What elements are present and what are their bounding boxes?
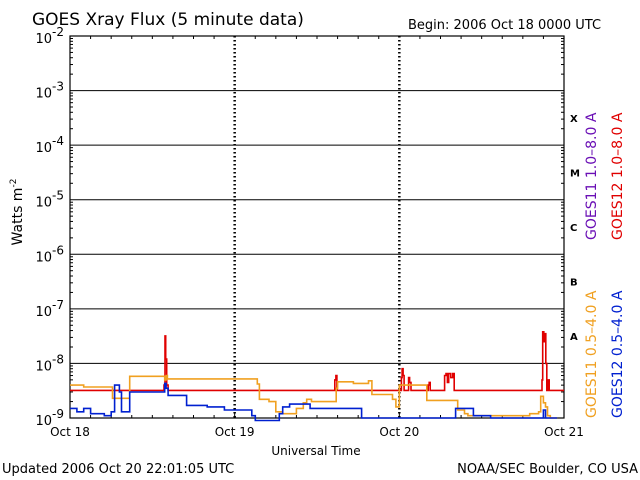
legend-entry: GOES12 1.0–8.0 A [610,112,626,240]
y-tick-base: 10 [35,141,52,156]
y-tick-label: 10-7 [35,298,64,320]
flare-class-label: C [570,223,577,234]
y-tick-label: 10-6 [35,243,64,265]
legend-label: GOES11 1.0–8.0 A [584,112,600,240]
y-tick-base: 10 [35,196,52,211]
svg-text:Watts m-2: Watts m-2 [9,179,26,246]
x-tick-label: Oct 19 [215,425,255,439]
y-tick-exponent: -6 [52,243,64,257]
x-tick-label: Oct 20 [379,425,419,439]
series-line [70,382,558,422]
y-tick-base: 10 [35,250,52,265]
y-tick-exponent: -5 [52,189,64,203]
y-tick-label: 10-9 [35,407,64,429]
y-tick-base: 10 [35,87,52,102]
y-axis-label-base: Watts m [10,188,26,246]
y-tick-base: 10 [35,414,52,429]
y-tick-base: 10 [35,359,52,374]
series-line [70,374,558,419]
y-tick-exponent: -3 [52,80,64,94]
y-tick-exponent: -7 [52,298,64,312]
begin-time: Begin: 2006 Oct 18 0000 UTC [408,18,601,33]
flare-class-label: A [570,332,578,343]
y-axis-label: Watts m-2 [9,179,26,246]
legend-entry: GOES11 1.0–8.0 A [584,112,600,240]
y-tick-base: 10 [35,305,52,320]
chart-title: GOES Xray Flux (5 minute data) [32,10,304,30]
series-line [70,331,564,392]
y-tick-label: 10-8 [35,352,64,374]
y-tick-label: 10-2 [35,25,64,47]
y-tick-base: 10 [35,32,52,47]
flare-class-label: M [570,168,580,179]
x-axis-label: Universal Time [271,444,360,458]
legend-entry: GOES11 0.5–4.0 A [584,290,600,418]
y-tick-exponent: -4 [52,134,64,148]
legend: GOES11 1.0–8.0 A GOES11 0.5–4.0 A GOES12 1… [584,112,626,418]
y-tick-exponent: -2 [52,25,64,39]
legend-label: GOES12 0.5–4.0 A [610,290,626,418]
x-tick-label: Oct 18 [50,425,90,439]
credit-text: NOAA/SEC Boulder, CO USA [457,462,638,477]
y-axis-label-exp: -2 [9,179,19,188]
y-tick-label: 10-4 [35,134,64,156]
x-tick-label: Oct 21 [544,425,584,439]
updated-timestamp: Updated 2006 Oct 20 22:01:05 UTC [2,462,234,477]
legend-label: GOES12 1.0–8.0 A [610,112,626,240]
y-tick-label: 10-3 [35,80,64,102]
flare-class-label: X [570,114,578,125]
flare-class-label: B [570,278,578,289]
y-tick-exponent: -9 [52,407,64,421]
y-tick-label: 10-5 [35,189,64,211]
legend-label: GOES11 0.5–4.0 A [584,290,600,418]
plot-frame [69,35,565,419]
legend-entry: GOES12 0.5–4.0 A [610,290,626,418]
y-tick-exponent: -8 [52,352,64,366]
